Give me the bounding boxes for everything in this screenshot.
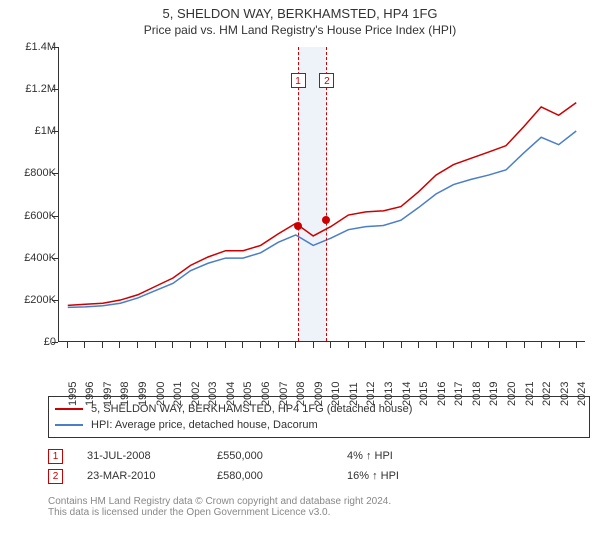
chart-area: £0£200K£400K£600K£800K£1M£1.2M£1.4M 12 1… bbox=[10, 45, 590, 390]
x-axis-tick-label: 2008 bbox=[295, 382, 307, 406]
x-axis-tick-label: 2002 bbox=[190, 382, 202, 406]
sale-row: 2 23-MAR-2010£580,00016% ↑ HPI bbox=[48, 466, 590, 486]
x-axis-tick-label: 1997 bbox=[102, 382, 114, 406]
sale-row-price: £580,000 bbox=[217, 470, 347, 482]
title-line-1: 5, SHELDON WAY, BERKHAMSTED, HP4 1FG bbox=[0, 6, 600, 21]
x-axis-tick-label: 2005 bbox=[242, 382, 254, 406]
sale-row-date: 23-MAR-2010 bbox=[87, 470, 217, 482]
sale-row-marker: 2 bbox=[48, 469, 63, 484]
attribution-footer: Contains HM Land Registry data © Crown c… bbox=[48, 496, 590, 518]
legend-label: HPI: Average price, detached house, Daco… bbox=[91, 419, 318, 431]
x-axis-tick-label: 2024 bbox=[576, 382, 588, 406]
sales-table: 1 31-JUL-2008£550,0004% ↑ HPI 2 23-MAR-2010… bbox=[48, 446, 590, 486]
x-axis-tick-label: 2017 bbox=[453, 382, 465, 406]
legend-swatch bbox=[55, 408, 83, 410]
series-line bbox=[68, 103, 576, 306]
x-axis-tick-label: 2014 bbox=[401, 382, 413, 406]
x-axis-tick-label: 2016 bbox=[436, 382, 448, 406]
sale-marker-dot bbox=[322, 216, 330, 224]
sale-marker-label: 1 bbox=[291, 73, 306, 88]
x-axis-tick-label: 1995 bbox=[67, 382, 79, 406]
x-axis-tick-label: 1998 bbox=[119, 382, 131, 406]
x-axis-tick-label: 2011 bbox=[348, 382, 360, 406]
x-axis-tick-label: 2023 bbox=[559, 382, 571, 406]
title-line-2: Price paid vs. HM Land Registry's House … bbox=[0, 23, 600, 37]
x-axis-tick-label: 2007 bbox=[278, 382, 290, 406]
footer-line-1: Contains HM Land Registry data © Crown c… bbox=[48, 496, 590, 507]
x-axis-tick-label: 2004 bbox=[225, 382, 237, 406]
sale-marker-line bbox=[298, 47, 299, 341]
legend-swatch bbox=[55, 424, 83, 426]
x-axis-tick-label: 2001 bbox=[172, 382, 184, 406]
sale-marker-label: 2 bbox=[319, 73, 334, 88]
sale-marker-line bbox=[326, 47, 327, 341]
x-axis-tick-label: 2015 bbox=[418, 382, 430, 406]
legend-item: HPI: Average price, detached house, Daco… bbox=[55, 417, 583, 433]
sale-row: 1 31-JUL-2008£550,0004% ↑ HPI bbox=[48, 446, 590, 466]
x-axis-tick-label: 2021 bbox=[524, 382, 536, 406]
chart-title-block: 5, SHELDON WAY, BERKHAMSTED, HP4 1FG Pri… bbox=[0, 0, 600, 37]
x-axis-tick-label: 2013 bbox=[383, 382, 395, 406]
x-axis-tick-label: 1999 bbox=[137, 382, 149, 406]
sale-row-marker: 1 bbox=[48, 449, 63, 464]
sale-row-date: 31-JUL-2008 bbox=[87, 450, 217, 462]
sale-row-price: £550,000 bbox=[217, 450, 347, 462]
x-axis-tick-label: 2018 bbox=[471, 382, 483, 406]
sale-row-delta: 16% ↑ HPI bbox=[347, 470, 477, 482]
x-axis-tick-label: 2019 bbox=[488, 382, 500, 406]
sale-marker-dot bbox=[294, 222, 302, 230]
x-axis-tick-label: 2003 bbox=[207, 382, 219, 406]
x-axis-tick-label: 2006 bbox=[260, 382, 272, 406]
x-axis-tick-label: 2012 bbox=[365, 382, 377, 406]
x-axis-tick-label: 2000 bbox=[155, 382, 167, 406]
x-axis-tick-label: 2022 bbox=[541, 382, 553, 406]
footer-line-2: This data is licensed under the Open Gov… bbox=[48, 507, 590, 518]
x-axis-tick-label: 2020 bbox=[506, 382, 518, 406]
x-axis-tick-label: 2010 bbox=[330, 382, 342, 406]
sale-row-delta: 4% ↑ HPI bbox=[347, 450, 477, 462]
plot-region: 12 bbox=[58, 47, 585, 342]
x-axis-tick-label: 1996 bbox=[84, 382, 96, 406]
x-axis-tick-label: 2009 bbox=[313, 382, 325, 406]
